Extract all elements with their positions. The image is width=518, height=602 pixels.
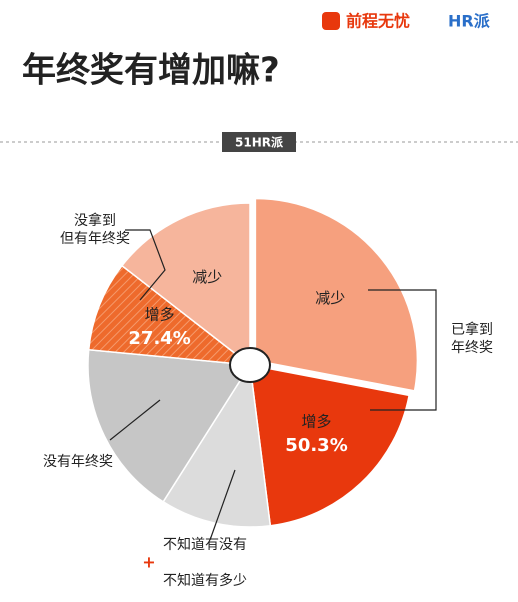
group-label: + [142,553,155,572]
leader [209,469,236,541]
group-label: 不知道有没有 [163,536,247,553]
money-bag [229,347,271,383]
pie-slice [120,202,251,367]
brand-icon [322,12,340,30]
tag: 51HR派 [235,136,284,150]
slice-label: 减少 [315,289,345,307]
group-label: 年终奖 [451,339,493,356]
group-label: 已拿到 [451,321,493,338]
slice-percent: 27.4% [128,328,190,349]
leader [109,399,161,441]
pie-slice [254,197,419,392]
pie-slice [87,264,253,366]
chart-title: 年终奖有增加嘛? [22,51,280,91]
slice-label: 减少 [192,268,222,286]
leader [125,229,166,301]
pie-slice [249,364,411,527]
pie-slice [162,362,272,528]
group-label: 不知道有多少 [163,572,247,589]
slice-label: 增多 [145,306,175,324]
pie-slice [87,348,252,503]
group-label: 没拿到 [74,212,116,229]
brand2: HR派 [448,12,491,31]
tag-box [222,132,296,152]
brand: 前程无忧 [346,12,410,31]
slice-label: 增多 [302,412,332,430]
slice-percent: 50.3% [285,435,347,456]
bracket [368,289,437,411]
leaders [109,229,437,541]
group-label: 没有年终奖 [43,453,113,470]
group-label: 但有年终奖 [60,230,130,247]
